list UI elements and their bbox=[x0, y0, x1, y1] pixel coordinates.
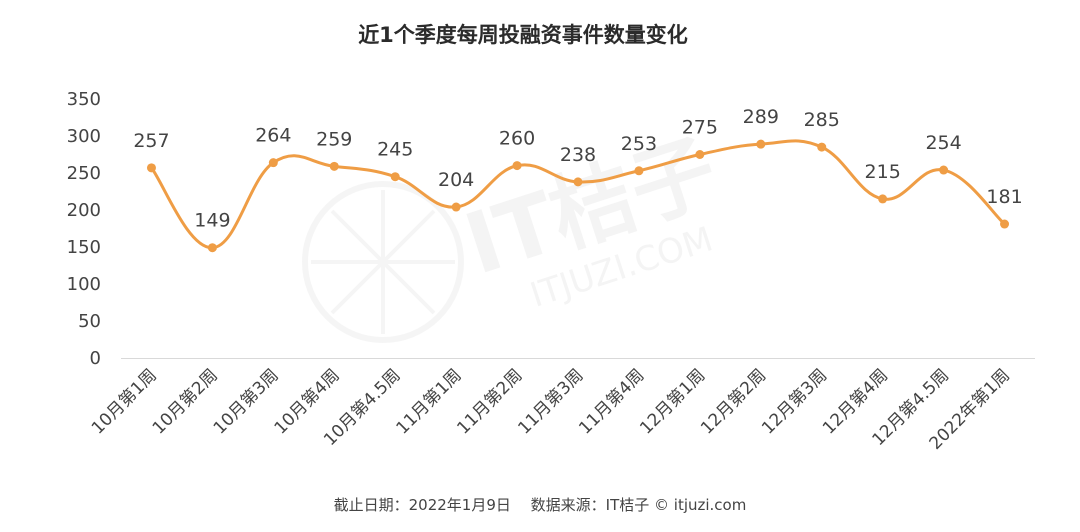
x-tick-label: 10月第1周 bbox=[88, 365, 161, 438]
data-label: 181 bbox=[986, 186, 1022, 208]
x-tick-label: 10月第2周 bbox=[149, 365, 222, 438]
footer-text: 截止日期：2022年1月9日 数据来源：IT桔子 © itjuzi.com bbox=[334, 496, 747, 514]
watermark-orange-icon bbox=[302, 181, 464, 343]
x-tick-label: 11月第4周 bbox=[575, 365, 648, 438]
data-label: 259 bbox=[316, 128, 352, 150]
y-tick-label: 300 bbox=[67, 126, 101, 147]
y-tick-label: 350 bbox=[67, 89, 101, 110]
y-tick-label: 200 bbox=[67, 200, 101, 221]
data-label: 254 bbox=[925, 132, 961, 154]
data-point bbox=[573, 177, 583, 187]
brand-logo-icon bbox=[6, 503, 54, 520]
data-point bbox=[268, 158, 278, 168]
data-label: 275 bbox=[682, 117, 718, 139]
data-label: 238 bbox=[560, 144, 596, 166]
x-tick-label: 12月第2周 bbox=[697, 365, 770, 438]
brand: 大数跨境 bbox=[6, 501, 138, 524]
data-label: 289 bbox=[743, 106, 779, 128]
x-axis: 10月第1周10月第2周10月第3周10月第4周10月第4.5周11月第1周11… bbox=[88, 365, 1014, 453]
data-point bbox=[939, 165, 949, 175]
x-tick-label: 11月第2周 bbox=[453, 365, 526, 438]
data-label: 260 bbox=[499, 128, 535, 150]
data-point bbox=[756, 139, 766, 149]
y-axis: 0 50 100 150 200 250 300 350 bbox=[67, 89, 101, 369]
data-label: 264 bbox=[255, 125, 291, 147]
data-point bbox=[634, 166, 644, 176]
data-point bbox=[878, 194, 888, 204]
data-point bbox=[390, 172, 400, 182]
chart-title: 近1个季度每周投融资事件数量变化 bbox=[358, 23, 688, 47]
data-label: 253 bbox=[621, 133, 657, 155]
x-tick-label: 11月第1周 bbox=[393, 365, 466, 438]
data-label: 285 bbox=[804, 109, 840, 131]
data-point bbox=[207, 243, 217, 253]
x-tick-label: 11月第3周 bbox=[514, 365, 587, 438]
data-point bbox=[451, 202, 461, 212]
data-point bbox=[817, 142, 827, 152]
data-points bbox=[146, 139, 1010, 253]
data-label: 204 bbox=[438, 169, 474, 191]
x-tick-label: 12月第1周 bbox=[636, 365, 709, 438]
data-labels: 257 149 264 259 245 204 260 238 253 275 289 285 215 2… bbox=[133, 106, 1022, 232]
data-label: 245 bbox=[377, 139, 413, 161]
x-tick-label: 12月第3周 bbox=[758, 365, 831, 438]
y-tick-label: 50 bbox=[78, 311, 101, 332]
data-label: 257 bbox=[133, 130, 169, 152]
y-tick-label: 0 bbox=[90, 348, 101, 369]
x-tick-label: 10月第3周 bbox=[210, 365, 283, 438]
data-point bbox=[1000, 219, 1010, 229]
data-point bbox=[695, 150, 705, 159]
y-tick-label: 150 bbox=[67, 237, 101, 258]
y-tick-label: 250 bbox=[67, 163, 101, 184]
data-point bbox=[146, 163, 156, 173]
data-label: 149 bbox=[194, 210, 230, 232]
y-tick-label: 100 bbox=[67, 274, 101, 295]
watermark: IT桔子 ITJUZI.COM bbox=[302, 121, 728, 343]
data-point bbox=[512, 161, 522, 171]
data-label: 215 bbox=[865, 161, 901, 183]
brand-text: 大数跨境 bbox=[62, 501, 138, 524]
data-point bbox=[329, 161, 339, 171]
